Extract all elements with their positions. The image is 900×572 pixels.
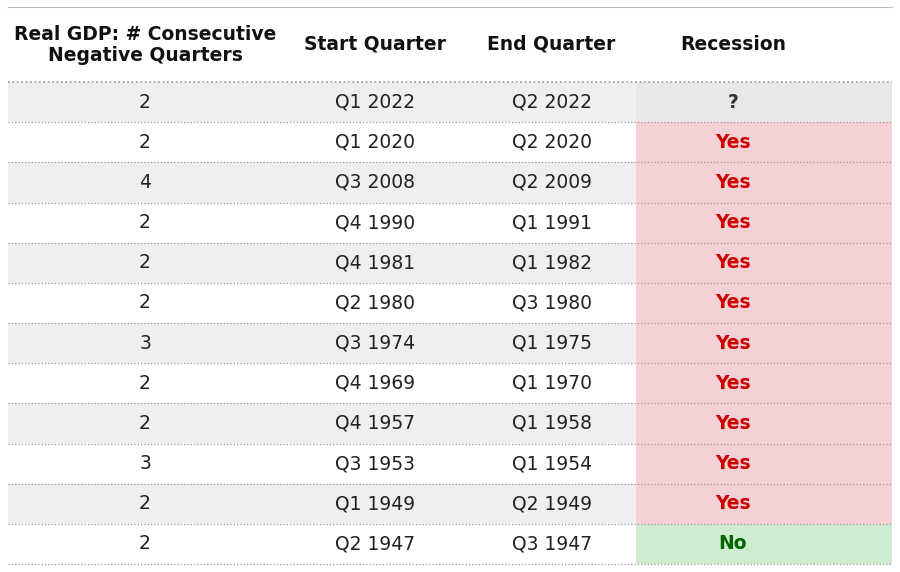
Text: Q2 1947: Q2 1947: [335, 534, 415, 554]
Bar: [635, 82, 892, 122]
Bar: [8, 443, 635, 484]
Bar: [635, 484, 892, 524]
Text: End Quarter: End Quarter: [488, 35, 616, 54]
Text: Start Quarter: Start Quarter: [304, 35, 446, 54]
Text: Q1 1970: Q1 1970: [512, 374, 591, 393]
Text: 3: 3: [140, 333, 151, 352]
Bar: [635, 363, 892, 403]
Text: 2: 2: [140, 534, 151, 554]
Bar: [8, 82, 635, 122]
Text: Yes: Yes: [716, 333, 751, 352]
Text: Q1 2022: Q1 2022: [335, 93, 415, 112]
Bar: [8, 363, 635, 403]
Text: 2: 2: [140, 414, 151, 433]
Text: Q4 1981: Q4 1981: [335, 253, 415, 272]
Text: Q1 2020: Q1 2020: [335, 133, 415, 152]
Bar: [635, 323, 892, 363]
Text: 2: 2: [140, 494, 151, 513]
Text: 2: 2: [140, 374, 151, 393]
Bar: [635, 524, 892, 564]
Text: 2: 2: [140, 253, 151, 272]
Bar: [8, 122, 635, 162]
Text: Q1 1954: Q1 1954: [511, 454, 591, 473]
Bar: [635, 243, 892, 283]
Bar: [8, 202, 635, 243]
Text: Q3 2008: Q3 2008: [335, 173, 415, 192]
Text: Q4 1990: Q4 1990: [335, 213, 415, 232]
Text: Q2 2009: Q2 2009: [512, 173, 591, 192]
Bar: [635, 283, 892, 323]
Text: Q1 1958: Q1 1958: [512, 414, 591, 433]
Bar: [8, 7, 892, 82]
Text: 2: 2: [140, 133, 151, 152]
Bar: [635, 443, 892, 484]
Text: Q2 2020: Q2 2020: [512, 133, 591, 152]
Text: 4: 4: [139, 173, 151, 192]
Text: Q2 1980: Q2 1980: [335, 293, 415, 312]
Text: Q3 1974: Q3 1974: [335, 333, 415, 352]
Text: No: No: [718, 534, 747, 554]
Text: Negative Quarters: Negative Quarters: [48, 46, 242, 65]
Text: 2: 2: [140, 93, 151, 112]
Text: Yes: Yes: [716, 253, 751, 272]
Text: Q4 1957: Q4 1957: [335, 414, 415, 433]
Text: Q1 1949: Q1 1949: [335, 494, 415, 513]
Text: 2: 2: [140, 213, 151, 232]
Text: 3: 3: [140, 454, 151, 473]
Bar: [8, 403, 635, 443]
Text: Q1 1991: Q1 1991: [512, 213, 591, 232]
Text: Yes: Yes: [716, 213, 751, 232]
Text: Yes: Yes: [716, 374, 751, 393]
Text: Recession: Recession: [680, 35, 786, 54]
Text: Q1 1982: Q1 1982: [512, 253, 591, 272]
Text: 2: 2: [140, 293, 151, 312]
Text: Yes: Yes: [716, 494, 751, 513]
Text: Real GDP: # Consecutive: Real GDP: # Consecutive: [14, 25, 276, 44]
Text: Yes: Yes: [716, 173, 751, 192]
Bar: [8, 323, 635, 363]
Bar: [8, 524, 635, 564]
Text: Q4 1969: Q4 1969: [335, 374, 415, 393]
Text: Q3 1980: Q3 1980: [512, 293, 591, 312]
Text: Q3 1947: Q3 1947: [511, 534, 591, 554]
Text: Q2 1949: Q2 1949: [511, 494, 591, 513]
Bar: [635, 403, 892, 443]
Bar: [8, 162, 635, 202]
Text: Q1 1975: Q1 1975: [512, 333, 591, 352]
Bar: [8, 283, 635, 323]
Text: Yes: Yes: [716, 133, 751, 152]
Bar: [635, 122, 892, 162]
Bar: [635, 162, 892, 202]
Bar: [8, 243, 635, 283]
Text: ?: ?: [727, 93, 738, 112]
Bar: [635, 202, 892, 243]
Text: Yes: Yes: [716, 293, 751, 312]
Bar: [8, 484, 635, 524]
Text: Q2 2022: Q2 2022: [512, 93, 591, 112]
Text: Yes: Yes: [716, 454, 751, 473]
Text: Yes: Yes: [716, 414, 751, 433]
Text: Q3 1953: Q3 1953: [335, 454, 415, 473]
